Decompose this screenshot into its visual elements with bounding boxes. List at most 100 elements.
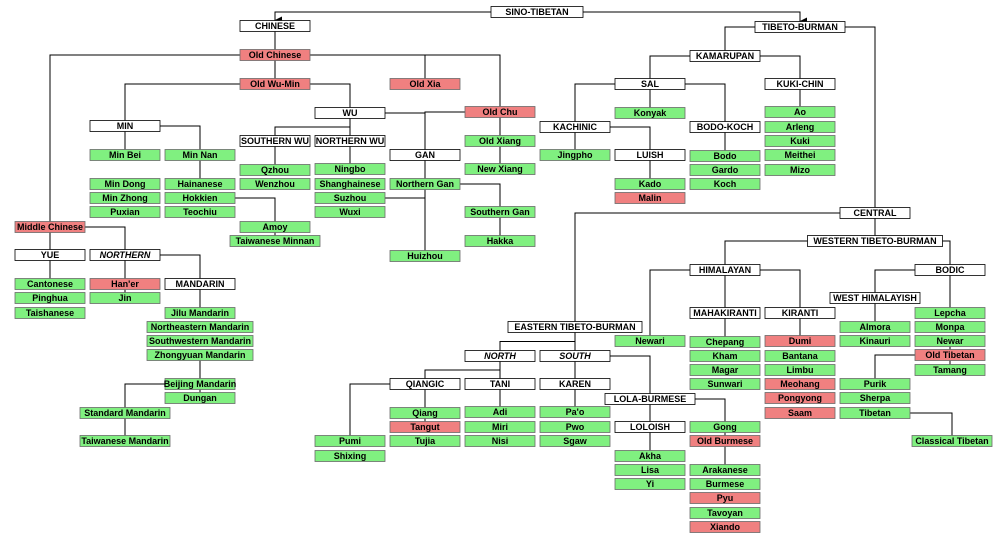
node-box <box>764 378 836 390</box>
node-box <box>539 435 611 447</box>
connector <box>574 83 615 122</box>
node-box <box>839 335 911 347</box>
node-box <box>314 178 386 190</box>
node-label: Almora <box>859 322 891 332</box>
node-label: Meohang <box>780 379 820 389</box>
node-box <box>89 278 161 290</box>
node-label: Meithei <box>784 150 815 160</box>
node-box <box>914 307 986 319</box>
connector <box>424 361 501 379</box>
node-label: HIMALAYAN <box>699 265 751 275</box>
node-box <box>464 135 536 147</box>
node-box <box>164 392 236 404</box>
node-box <box>764 106 836 118</box>
node-box <box>314 192 386 204</box>
connector <box>160 254 201 279</box>
node-box <box>164 378 236 390</box>
node-label: Qzhou <box>261 165 289 175</box>
connector <box>724 240 808 265</box>
node-label: Chepang <box>706 337 745 347</box>
node-box <box>764 350 836 362</box>
node-box <box>314 163 386 175</box>
node-box <box>89 149 161 161</box>
node-box <box>239 20 311 32</box>
node-label: KAMARUPAN <box>696 51 754 61</box>
node-box <box>464 235 536 247</box>
node-box <box>89 178 161 190</box>
node-box <box>14 249 86 261</box>
node-box <box>614 335 686 347</box>
node-label: Monpa <box>936 322 966 332</box>
node-label: WESTERN TIBETO-BURMAN <box>813 236 936 246</box>
node-label: Limbu <box>787 365 814 375</box>
node-box <box>614 421 686 433</box>
node-label: Ao <box>794 107 806 117</box>
node-box <box>389 149 461 161</box>
node-box <box>490 6 584 18</box>
node-label: Min Dong <box>105 179 146 189</box>
node-label: Tamang <box>933 365 967 375</box>
connector <box>724 26 755 51</box>
node-label: Burmese <box>706 479 745 489</box>
node-label: Tangut <box>410 422 439 432</box>
node-label: Hokkien <box>182 193 217 203</box>
node-label: Sgaw <box>563 436 588 446</box>
node-box <box>314 107 386 119</box>
node-box <box>614 478 686 490</box>
node-box <box>89 249 161 261</box>
node-box <box>839 321 911 333</box>
node-label: Northern Gan <box>396 179 454 189</box>
node-box <box>689 507 761 519</box>
node-box <box>229 235 321 247</box>
node-label: Purik <box>864 379 888 389</box>
node-label: Taishanese <box>26 308 74 318</box>
node-box <box>539 121 611 133</box>
node-label: TANI <box>490 379 510 389</box>
node-label: KIRANTI <box>782 308 819 318</box>
node-label: WEST HIMALAYISH <box>833 293 917 303</box>
node-box <box>914 364 986 376</box>
node-label: Lepcha <box>934 308 967 318</box>
nodes: SINO-TIBETAN CHINESE TIBETO-BURMAN Old Chin… <box>14 6 993 533</box>
node-box <box>239 221 311 233</box>
node-label: SOUTHERN WU <box>241 136 309 146</box>
node-box <box>539 378 611 390</box>
node-box <box>164 149 236 161</box>
node-box <box>689 178 761 190</box>
node-label: Qiang <box>412 408 438 418</box>
node-label: Pa'o <box>566 407 585 417</box>
connector <box>610 355 651 394</box>
node-box <box>164 278 236 290</box>
node-label: KACHINIC <box>553 122 597 132</box>
node-label: NORTH <box>484 351 516 361</box>
node-box <box>464 406 536 418</box>
node-label: Southern Gan <box>470 207 530 217</box>
node-label: MIN <box>117 121 134 131</box>
node-label: SAL <box>641 79 660 89</box>
node-box <box>389 421 461 433</box>
node-label: WU <box>343 108 358 118</box>
connector <box>649 55 690 79</box>
node-label: EASTERN TIBETO-BURMAN <box>514 322 635 332</box>
node-label: Kinauri <box>859 336 890 346</box>
node-label: Akha <box>639 451 662 461</box>
node-box <box>839 392 911 404</box>
node-box <box>689 264 761 276</box>
node-label: Gong <box>713 422 737 432</box>
node-label: Middle Chinese <box>17 222 83 232</box>
node-label: Tavoyan <box>707 508 743 518</box>
node-box <box>464 206 536 218</box>
node-label: Tujia <box>415 436 436 446</box>
node-label: Classical Tibetan <box>915 436 988 446</box>
node-label: New Xiang <box>477 164 523 174</box>
node-label: Shixing <box>334 451 367 461</box>
node-label: Puxian <box>110 207 140 217</box>
connector <box>385 112 426 150</box>
connectors <box>49 11 953 465</box>
node-label: Tibetan <box>859 408 891 418</box>
connector <box>610 126 651 150</box>
node-label: Nisi <box>492 436 509 446</box>
node-label: Arakanese <box>702 465 748 475</box>
node-box <box>764 149 836 161</box>
node-label: Arleng <box>786 122 815 132</box>
